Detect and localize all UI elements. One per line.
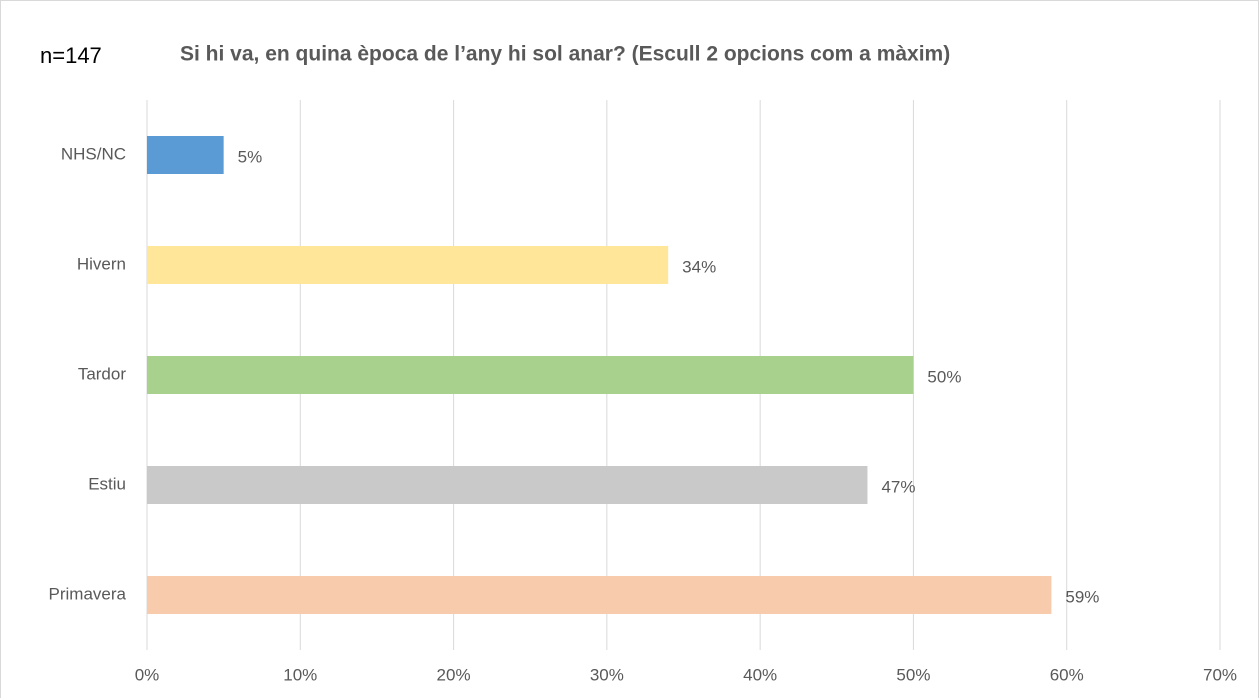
y-tick-label: Hivern	[77, 254, 126, 273]
sample-size: n=147	[40, 43, 102, 68]
x-tick-label: 50%	[896, 665, 930, 684]
chart-title: Si hi va, en quina època de l’any hi sol…	[180, 43, 950, 66]
x-tick-label: 0%	[135, 665, 160, 684]
bar	[147, 246, 669, 284]
data-label: 5%	[238, 147, 263, 166]
y-tick-label: NHS/NC	[61, 144, 126, 163]
data-label: 34%	[682, 257, 716, 276]
y-tick-label: Estiu	[88, 474, 126, 493]
x-tick-label: 70%	[1203, 665, 1237, 684]
bar	[147, 466, 868, 504]
x-tick-label: 60%	[1050, 665, 1084, 684]
bar	[147, 576, 1052, 614]
data-label: 47%	[881, 477, 915, 496]
x-tick-label: 40%	[743, 665, 777, 684]
x-tick-label: 10%	[283, 665, 317, 684]
data-label: 50%	[927, 367, 961, 386]
y-tick-label: Primavera	[49, 584, 127, 603]
bar	[147, 136, 224, 174]
bar	[147, 356, 914, 394]
x-tick-label: 30%	[590, 665, 624, 684]
x-tick-label: 20%	[437, 665, 471, 684]
data-label: 59%	[1065, 587, 1099, 606]
y-tick-label: Tardor	[78, 364, 127, 383]
